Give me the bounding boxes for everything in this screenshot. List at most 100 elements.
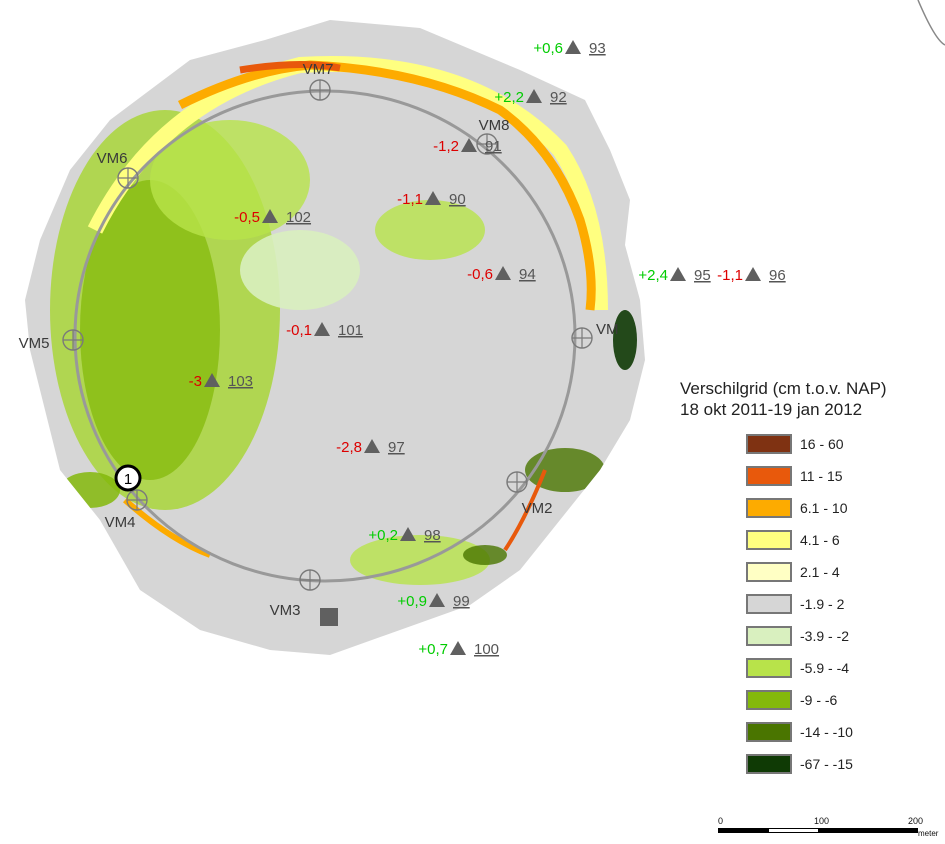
settlement-point-id: 98 [424, 527, 441, 544]
settlement-value: -0,6 [467, 266, 493, 283]
settlement-value: +0,9 [397, 593, 427, 610]
benchmark-label: VM8 [479, 117, 510, 134]
triangle-marker-icon [670, 267, 686, 281]
settlement-point-90: -1,1 90 [397, 191, 466, 208]
settlement-point-id: 94 [519, 266, 536, 283]
uplift-rim-southwest [123, 497, 212, 558]
benchmark-vm: VM [571, 321, 619, 349]
settlement-point-id: 99 [453, 593, 470, 610]
legend-label: 6.1 - 10 [800, 500, 848, 516]
scale-tick-100: 100 [814, 816, 830, 826]
triangle-marker-icon [314, 322, 330, 336]
legend-swatch [746, 434, 792, 454]
scale-bars [718, 828, 918, 833]
settlement-value: -1,2 [433, 138, 459, 155]
triangle-marker-icon [429, 593, 445, 607]
benchmark-crosshair-lines [477, 134, 497, 154]
legend-row: -9 - -6 [746, 684, 942, 716]
legend-label: -3.9 - -2 [800, 628, 850, 644]
settlement-value: +0,7 [418, 641, 448, 658]
benchmark-vm4: VM4 [105, 489, 148, 531]
legend-label: -9 - -6 [800, 692, 838, 708]
legend-row: -3.9 - -2 [746, 620, 942, 652]
legend: Verschilgrid (cm t.o.v. NAP) 18 okt 2011… [680, 378, 942, 780]
settlement-point-id: 95 [694, 267, 711, 284]
grid-surface [25, 20, 645, 655]
uplift-rim-southeast [503, 469, 547, 552]
scale-bar: 0 100 200 meter [718, 816, 943, 842]
settlement-point-id: 103 [228, 373, 253, 390]
settlement-point-id: 93 [589, 40, 606, 57]
benchmark-vm7: VM7 [303, 61, 334, 101]
benchmark-vm2: VM2 [506, 471, 553, 517]
settlement-point-92: +2,2 92 [494, 89, 567, 106]
benchmark-label: VM7 [303, 61, 334, 78]
subsidence-zone-east-edge [613, 310, 637, 370]
benchmark-label: VM6 [97, 150, 128, 167]
legend-swatch [746, 530, 792, 550]
benchmark-crosshair-lines [127, 490, 147, 510]
settlement-value: -0,1 [286, 322, 312, 339]
legend-swatch [746, 690, 792, 710]
settlement-point-97: -2,8 97 [336, 439, 405, 456]
benchmark-label: VM [596, 321, 619, 338]
subsidence-zone-center [240, 230, 360, 310]
benchmark-vm5: VM5 [19, 329, 84, 352]
subsidence-zone-west-core [80, 180, 220, 480]
benchmark-crosshair-lines [300, 570, 320, 590]
triangle-marker-icon [364, 439, 380, 453]
benchmark-label: VM5 [19, 335, 50, 352]
settlement-point-id: 100 [474, 641, 499, 658]
triangle-marker-icon [204, 373, 220, 387]
legend-label: -5.9 - -4 [800, 660, 850, 676]
benchmark-crosshair-lines [118, 168, 138, 188]
uplift-rim-north [177, 60, 596, 311]
settlement-point-102: -0,5 102 [234, 209, 311, 226]
settlement-value: -1,1 [717, 267, 743, 284]
settlement-value: +0,6 [533, 40, 563, 57]
legend-row: -67 - -15 [746, 748, 942, 780]
legend-swatch [746, 562, 792, 582]
benchmark-crosshair-lines [310, 80, 330, 100]
triangle-marker-icon [745, 267, 761, 281]
benchmark-label: VM4 [105, 514, 136, 531]
triangle-marker-icon [425, 191, 441, 205]
legend-row: 2.1 - 4 [746, 556, 942, 588]
legend-items: 16 - 60 11 - 15 6.1 - 10 4.1 - 6 2.1 - 4 -1.9… [746, 428, 942, 780]
settlement-point-id: 96 [769, 267, 786, 284]
settlement-value: -1,1 [397, 191, 423, 208]
settlement-point-id: 97 [388, 439, 405, 456]
callout-1: 1 [114, 464, 142, 492]
settlement-point-91: -1,2 91 [433, 138, 502, 155]
settlement-point-96: -1,1 96 [717, 267, 786, 284]
settlement-point-100: +0,7 100 [418, 641, 499, 658]
reservoir-ring [73, 89, 577, 583]
settlement-value: -0,5 [234, 209, 260, 226]
uplift-rim-north-peak [239, 60, 341, 74]
benchmark-label: VM3 [270, 602, 301, 619]
legend-label: 4.1 - 6 [800, 532, 840, 548]
benchmark-label: VM2 [522, 500, 553, 517]
benchmark-vm3: VM3 [270, 569, 321, 619]
legend-label: -1.9 - 2 [800, 596, 845, 612]
legend-row: -5.9 - -4 [746, 652, 942, 684]
legend-row: -1.9 - 2 [746, 588, 942, 620]
legend-title-line2: 18 okt 2011-19 jan 2012 [680, 400, 863, 419]
square-marker [320, 608, 338, 626]
settlement-value: -2,8 [336, 439, 362, 456]
triangle-marker-icon [450, 641, 466, 655]
benchmark-vm6: VM6 [97, 150, 139, 189]
settlement-value: +0,2 [368, 527, 398, 544]
settlement-value: -3 [189, 373, 202, 390]
benchmark-vm8: VM8 [476, 117, 510, 155]
settlement-point-id: 102 [286, 209, 311, 226]
settlement-point-id: 90 [449, 191, 466, 208]
subsidence-zone-east [375, 200, 485, 260]
legend-label: 16 - 60 [800, 436, 844, 452]
scale-tick-0: 0 [718, 816, 724, 826]
subsidence-zone-southwest [60, 472, 120, 508]
benchmark-crosshair-lines [572, 328, 592, 348]
legend-swatch [746, 466, 792, 486]
callout-label: 1 [124, 471, 132, 488]
legend-swatch [746, 626, 792, 646]
